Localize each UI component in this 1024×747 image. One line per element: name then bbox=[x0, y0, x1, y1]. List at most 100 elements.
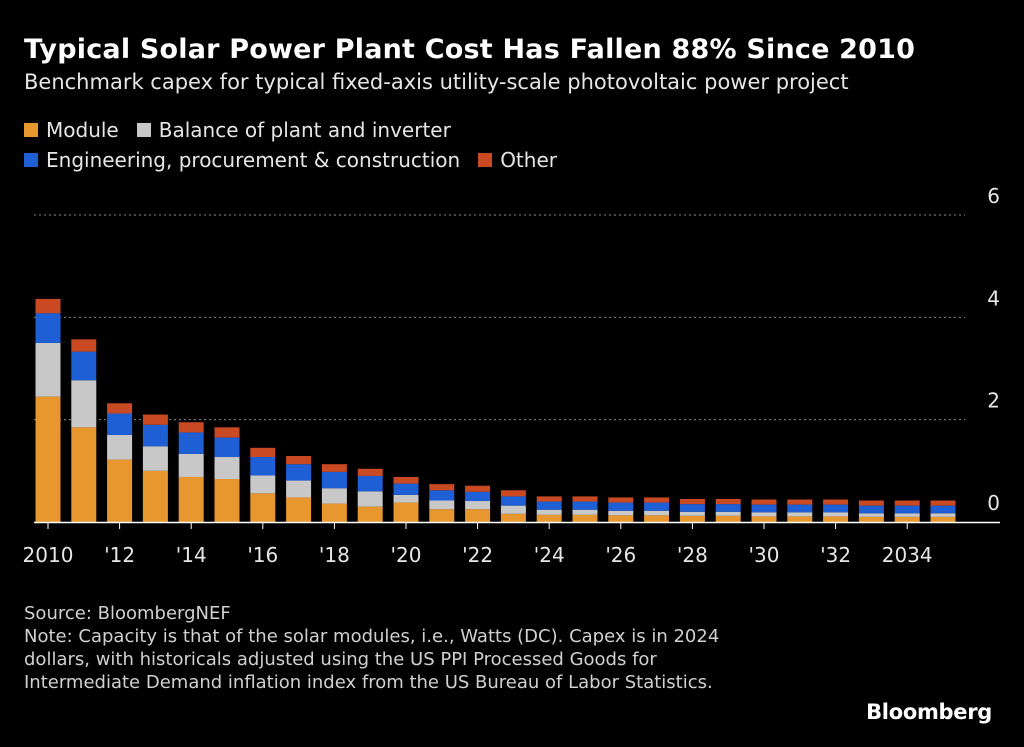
bar-segment bbox=[894, 500, 920, 506]
bar-segment bbox=[572, 514, 598, 522]
bar-segment bbox=[286, 455, 312, 465]
bar-segment bbox=[500, 513, 526, 522]
bar-segment bbox=[71, 380, 97, 428]
bar-segment bbox=[608, 515, 634, 522]
bar-segment bbox=[107, 403, 133, 414]
bar-segment bbox=[286, 464, 312, 481]
bar-segment bbox=[465, 491, 491, 502]
legend-item-module: Module bbox=[24, 118, 119, 142]
bar-segment bbox=[930, 500, 956, 506]
bar-segment bbox=[930, 516, 956, 522]
y-tick-label: 0 bbox=[987, 491, 1000, 515]
bar-segment bbox=[858, 513, 884, 517]
bar-segment bbox=[142, 470, 168, 522]
bar-segment bbox=[894, 513, 920, 517]
bar-segment bbox=[500, 496, 526, 506]
bar-segment bbox=[500, 505, 526, 514]
bar-segment bbox=[823, 512, 849, 517]
bar-segment bbox=[894, 516, 920, 522]
x-tick-label: '20 bbox=[391, 543, 422, 567]
bar-segment bbox=[715, 515, 741, 522]
legend-swatch-balance bbox=[136, 123, 151, 137]
bar-segment bbox=[357, 491, 383, 507]
legend-label-module: Module bbox=[46, 118, 119, 142]
bar-segment bbox=[787, 499, 813, 505]
bar-segment bbox=[679, 504, 705, 512]
bar-segment bbox=[142, 446, 168, 471]
legend-item-balance: Balance of plant and inverter bbox=[136, 118, 451, 142]
legend-row-1: Module Balance of plant and inverter bbox=[24, 118, 451, 142]
x-tick-label: 2010 bbox=[23, 543, 74, 567]
bar-segment bbox=[679, 511, 705, 516]
legend-swatch-epc bbox=[24, 153, 38, 167]
bar-segment bbox=[608, 510, 634, 516]
legend-item-epc: Engineering, procurement & construction bbox=[24, 148, 460, 172]
bar-segment bbox=[787, 504, 813, 513]
bar-segment bbox=[536, 509, 562, 515]
bar-segment bbox=[250, 457, 276, 476]
bar-segment bbox=[429, 484, 455, 491]
stacked-bar-chart: 0 2 4 6 2010 '12 '14 '16 '18 '20 '22 '24 '26 '28 '30 '3… bbox=[23, 184, 1000, 567]
x-tick-label: '28 bbox=[677, 543, 708, 567]
bar-segment bbox=[823, 504, 849, 513]
bar-segment bbox=[142, 424, 168, 447]
bar-segment bbox=[715, 511, 741, 516]
bar-segment bbox=[357, 506, 383, 522]
x-tick-label: '22 bbox=[462, 543, 493, 567]
bar-segment bbox=[787, 512, 813, 517]
bar-segment bbox=[321, 503, 347, 522]
bar-segment bbox=[751, 499, 777, 505]
bar-segment bbox=[572, 501, 598, 510]
bar-segment bbox=[35, 298, 61, 314]
bar-segment bbox=[751, 516, 777, 522]
bar-segment bbox=[214, 457, 240, 480]
bar-segment bbox=[644, 502, 670, 511]
bar-segment bbox=[608, 502, 634, 511]
bar-segment bbox=[536, 496, 562, 502]
bar-segment bbox=[250, 447, 276, 458]
bar-segment bbox=[214, 437, 240, 458]
bar-segment bbox=[214, 427, 240, 438]
bar-segment bbox=[465, 485, 491, 492]
x-tick-label: '24 bbox=[534, 543, 565, 567]
bar-segment bbox=[71, 339, 97, 352]
bar-segment bbox=[608, 497, 634, 503]
chart-subtitle: Benchmark capex for typical fixed-axis u… bbox=[24, 70, 849, 94]
bar-segment bbox=[35, 396, 61, 522]
bar-segment bbox=[71, 351, 97, 381]
bar-segment bbox=[679, 515, 705, 522]
bar-segment bbox=[715, 498, 741, 505]
bar-segment bbox=[107, 435, 133, 460]
bar-segment bbox=[536, 501, 562, 510]
legend-row-2: Engineering, procurement & construction … bbox=[24, 148, 557, 172]
bar-segment bbox=[393, 502, 419, 522]
bar-segment bbox=[894, 505, 920, 514]
bar-segment bbox=[930, 505, 956, 514]
bar-segment bbox=[71, 427, 97, 522]
x-tick-label: '12 bbox=[104, 543, 135, 567]
bar-segment bbox=[465, 509, 491, 522]
bar-segment bbox=[823, 499, 849, 505]
bar-segment bbox=[823, 516, 849, 522]
bar-segment bbox=[572, 496, 598, 502]
bar-segment bbox=[536, 514, 562, 522]
x-tick-label: '26 bbox=[605, 543, 636, 567]
x-tick-label: 2034 bbox=[882, 543, 933, 567]
legend-swatch-module bbox=[24, 123, 38, 137]
bar-segment bbox=[357, 475, 383, 492]
bar-segment bbox=[858, 516, 884, 522]
bar-segment bbox=[250, 493, 276, 522]
bar-segment bbox=[35, 342, 61, 397]
legend-swatch-other bbox=[478, 153, 493, 167]
x-tick-label: '18 bbox=[319, 543, 350, 567]
y-tick-label: 4 bbox=[987, 286, 1000, 310]
bar-segment bbox=[107, 459, 133, 522]
bar-segment bbox=[644, 510, 670, 516]
bar-segment bbox=[429, 509, 455, 522]
x-tick-label: '14 bbox=[176, 543, 207, 567]
bar-segment bbox=[393, 494, 419, 503]
bar-segment bbox=[858, 505, 884, 514]
legend-label-balance: Balance of plant and inverter bbox=[158, 118, 451, 142]
bar-segment bbox=[286, 497, 312, 522]
bar-segment bbox=[572, 509, 598, 515]
